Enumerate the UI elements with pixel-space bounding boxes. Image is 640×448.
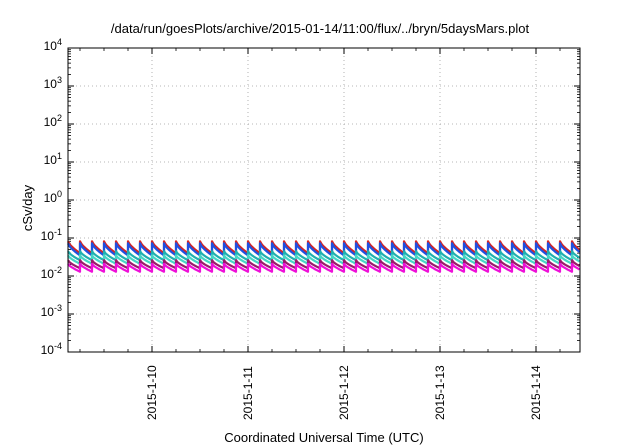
y-tick-label: 10-2 xyxy=(40,265,62,282)
y-tick-label: 102 xyxy=(43,113,62,130)
y-tick-label: 10-4 xyxy=(40,341,62,358)
x-tick-label: 2015-1-13 xyxy=(433,365,447,420)
x-tick-label: 2015-1-10 xyxy=(145,365,159,420)
y-tick-label: 100 xyxy=(43,189,62,206)
series-line xyxy=(67,254,581,265)
y-tick-label: 10-1 xyxy=(40,227,62,244)
series-line xyxy=(67,250,581,262)
plot-frame xyxy=(67,47,581,353)
x-tick-label: 2015-1-11 xyxy=(241,366,255,420)
y-tick-label: 101 xyxy=(43,151,62,168)
x-axis-label: Coordinated Universal Time (UTC) xyxy=(224,430,424,445)
chart-title: /data/run/goesPlots/archive/2015-01-14/1… xyxy=(110,21,530,36)
y-tick-label: 104 xyxy=(43,37,62,54)
x-tick-label: 2015-1-12 xyxy=(337,365,351,420)
x-tick-label: 2015-1-14 xyxy=(529,365,543,420)
y-tick-label: 10-3 xyxy=(40,303,62,320)
series-line xyxy=(67,242,581,257)
y-axis-label: cSv/day xyxy=(20,184,35,232)
series-line xyxy=(67,259,581,270)
series-line xyxy=(67,262,581,273)
y-tick-label: 103 xyxy=(43,75,62,92)
